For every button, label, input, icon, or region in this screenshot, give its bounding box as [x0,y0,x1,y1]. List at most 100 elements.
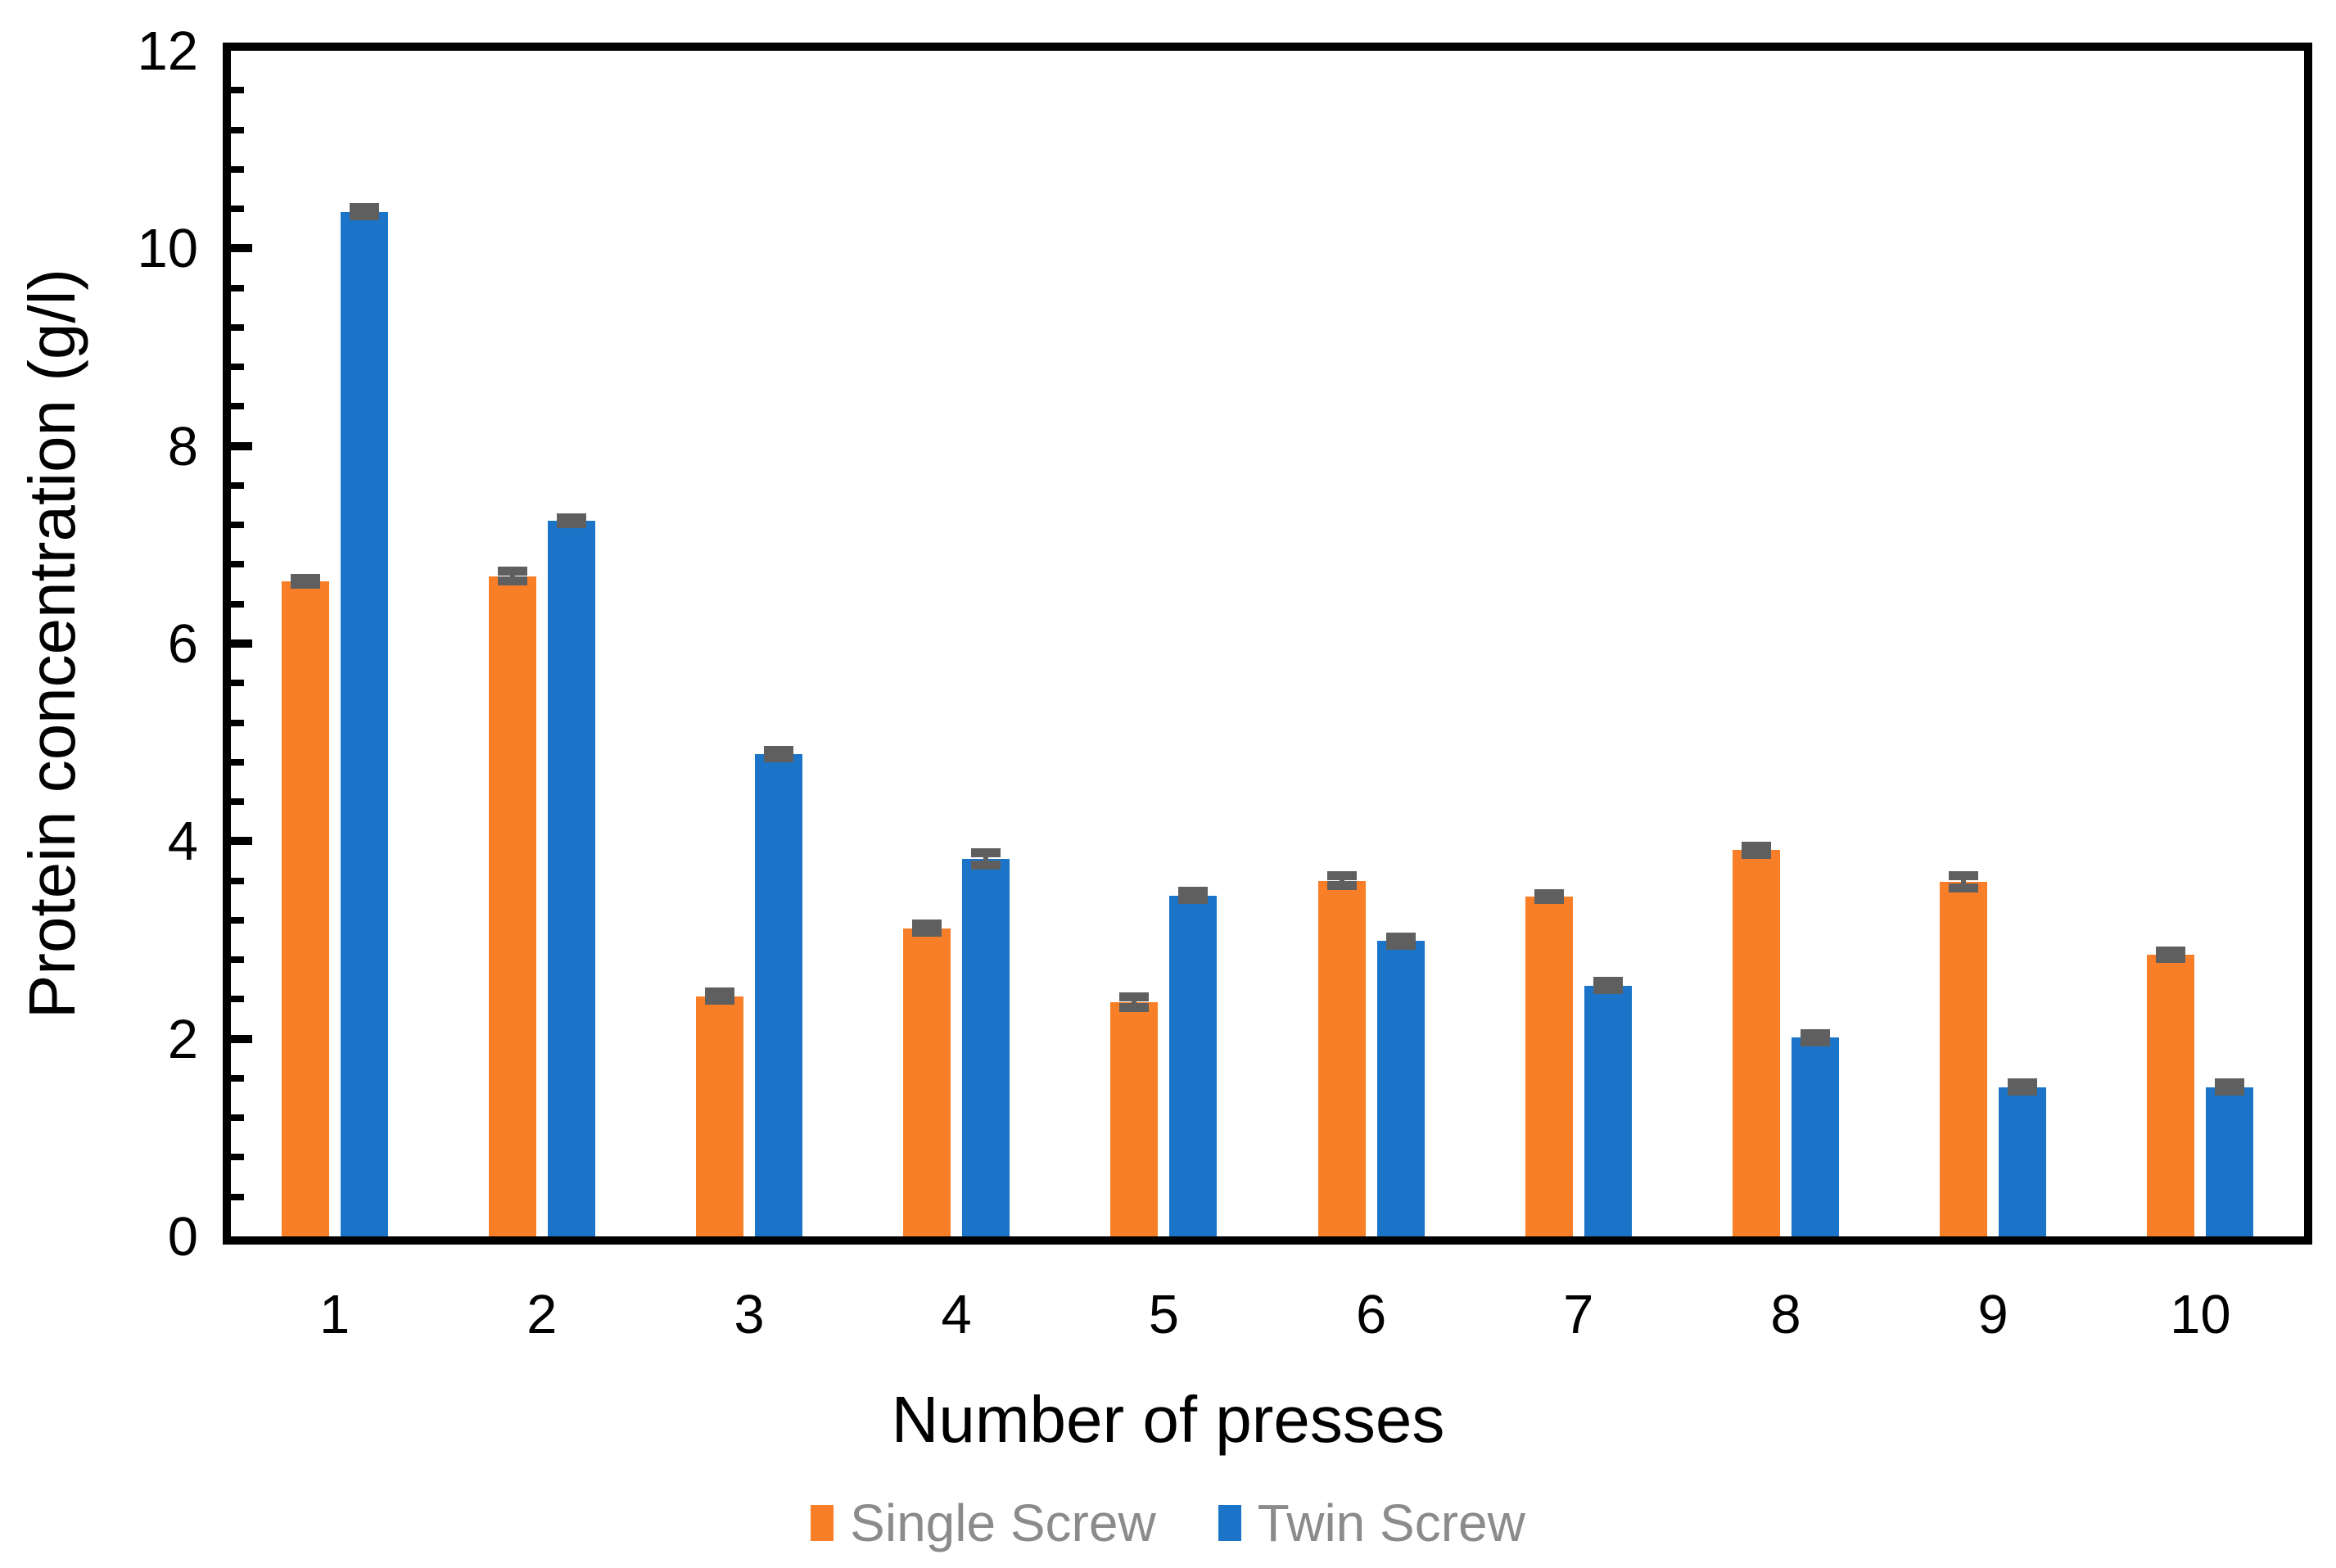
y-axis-minor-tick [231,481,244,489]
y-axis-minor-tick [231,165,244,173]
error-bar-cap [912,927,942,937]
x-tick-label: 1 [319,1284,350,1345]
y-axis-minor-tick [231,916,244,924]
x-tick-label: 2 [526,1284,558,1345]
bar-twin-screw-9 [1999,1087,2047,1236]
plot-area [223,43,2312,1245]
error-bar-cap [1385,932,1416,942]
legend-item-single-screw: Single Screw [811,1497,1156,1549]
bar-single-screw-2 [488,576,536,1236]
error-bar-cap [1534,895,1564,905]
bar-twin-screw-8 [1792,1037,1839,1236]
error-bar-cap [1326,871,1357,881]
y-axis-major-tick [231,1034,252,1043]
y-tick-label: 6 [167,613,198,675]
y-axis-minor-tick [231,87,244,94]
y-axis-minor-tick [231,956,244,964]
error-bar-cap [497,567,527,576]
y-axis-minor-tick [231,561,244,568]
error-bar-cap [2156,954,2186,964]
y-axis-minor-tick [231,364,244,371]
y-tick-label: 10 [137,218,198,280]
x-tick-label: 6 [1355,1284,1387,1345]
error-bar-cap [1593,977,1623,987]
bar-twin-screw-5 [1169,895,1218,1236]
y-tick-label: 8 [167,415,198,477]
bar-single-screw-5 [1110,1002,1159,1236]
x-tick-label: 5 [1148,1284,1180,1345]
error-bar-cap [556,519,586,529]
y-axis-minor-tick [231,126,244,133]
bar-twin-screw-10 [2206,1087,2254,1236]
bar-single-screw-6 [1317,880,1366,1236]
y-axis-major-tick [231,244,252,253]
error-bar-cap [2215,1087,2245,1096]
bar-twin-screw-3 [755,754,802,1236]
bar-single-screw-8 [1733,850,1780,1236]
y-tick-label: 0 [167,1206,198,1268]
y-axis-minor-tick [231,798,244,806]
y-axis-minor-tick [231,719,244,726]
error-bar-cap [1742,849,1771,859]
error-bar-cap [764,745,793,755]
y-axis-minor-tick [231,522,244,529]
y-axis-major-tick [231,837,252,846]
error-bar-cap [705,987,734,997]
x-tick-label: 10 [2170,1284,2231,1345]
x-axis-title: Number of presses [891,1383,1445,1456]
legend: Single Screw Twin Screw [0,1497,2336,1549]
error-bar-whisker [1961,875,1967,888]
error-bar-cap [705,996,734,1005]
error-bar-cap [349,211,379,220]
error-bar-whisker [1132,996,1137,1008]
y-axis-minor-tick [231,284,244,291]
y-axis-minor-tick [231,323,244,331]
error-bar-cap [764,753,793,763]
y-axis-major-tick [231,639,252,648]
error-bar-cap [1119,992,1150,1002]
legend-swatch-single-screw [811,1505,834,1541]
error-bar-cap [556,513,586,523]
y-tick-label: 2 [167,1008,198,1070]
bar-twin-screw-1 [340,211,388,1236]
error-bar-cap [1326,881,1357,891]
legend-label-twin-screw: Twin Screw [1257,1493,1525,1552]
error-bar-cap [971,848,1001,858]
x-tick-label: 3 [734,1284,765,1345]
y-axis-major-tick [231,441,252,450]
y-axis-minor-tick [231,1114,244,1122]
y-tick-label: 4 [167,811,198,873]
y-tick-label: 12 [137,20,198,82]
error-bar-cap [349,203,379,213]
error-bar-cap [912,920,942,929]
error-bar-cap [1801,1029,1830,1039]
error-bar-whisker [983,852,989,865]
bar-single-screw-10 [2147,955,2195,1236]
plot-inner [231,51,2304,1236]
bar-single-screw-1 [281,581,329,1236]
x-tick-label: 4 [941,1284,972,1345]
bar-single-screw-4 [903,928,951,1236]
error-bar-whisker [1339,875,1344,886]
error-bar-cap [497,576,527,586]
legend-swatch-twin-screw [1218,1505,1241,1541]
error-bar-cap [1178,887,1209,897]
y-axis-minor-tick [231,680,244,687]
error-bar-cap [1949,883,1979,892]
error-bar-cap [1949,871,1979,881]
error-bar-cap [971,860,1001,870]
error-bar-cap [1593,984,1623,994]
legend-label-single-screw: Single Screw [850,1493,1156,1552]
error-bar-cap [1385,940,1416,950]
error-bar-cap [290,580,320,590]
y-axis-minor-tick [231,206,244,213]
x-tick-label: 7 [1563,1284,1594,1345]
x-tick-label: 8 [1770,1284,1801,1345]
error-bar-cap [1178,895,1209,905]
error-bar-whisker [509,571,515,581]
error-bar-cap [2215,1078,2245,1088]
bar-single-screw-7 [1525,896,1573,1236]
y-axis-minor-tick [231,877,244,884]
error-bar-cap [1534,888,1564,898]
